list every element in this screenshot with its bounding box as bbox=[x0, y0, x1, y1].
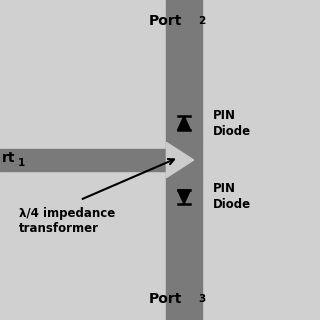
Text: PIN: PIN bbox=[213, 182, 236, 196]
Polygon shape bbox=[166, 142, 194, 178]
Text: Diode: Diode bbox=[213, 124, 251, 138]
Text: λ/4 impedance
transformer: λ/4 impedance transformer bbox=[19, 207, 116, 235]
Text: 2: 2 bbox=[198, 16, 206, 26]
Text: Port: Port bbox=[149, 292, 182, 306]
Polygon shape bbox=[178, 190, 190, 204]
Polygon shape bbox=[166, 178, 202, 320]
Text: 1: 1 bbox=[18, 158, 25, 168]
Text: Port: Port bbox=[149, 14, 182, 28]
Polygon shape bbox=[166, 0, 202, 142]
Text: PIN: PIN bbox=[213, 108, 236, 122]
Text: Diode: Diode bbox=[213, 198, 251, 212]
Polygon shape bbox=[0, 148, 166, 172]
Text: rt: rt bbox=[2, 151, 15, 165]
Text: 3: 3 bbox=[198, 294, 206, 304]
Polygon shape bbox=[178, 116, 190, 130]
Polygon shape bbox=[166, 142, 202, 178]
